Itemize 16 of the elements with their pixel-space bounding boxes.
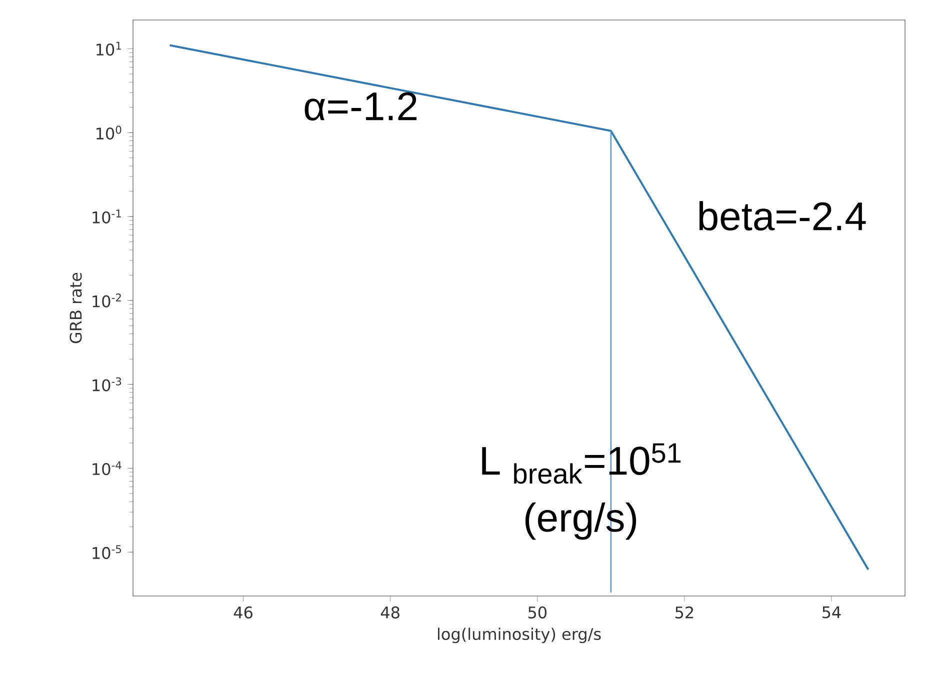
x-tick-label: 50: [528, 606, 546, 618]
x-tick-label: 48: [380, 606, 400, 618]
x-tick-label: 54: [822, 606, 841, 618]
x-axis-title: log(luminosity) erg/s: [438, 628, 601, 644]
y-tick-label: 10$^{-3}$: [92, 377, 122, 392]
y-tick-label: 10$^{-4}$: [92, 461, 122, 476]
x-tick-label: 46: [234, 606, 252, 618]
y-tick-label: 10$^{0}$: [96, 126, 122, 140]
annotation: α=-1.2: [304, 92, 417, 121]
y-tick-label: 10$^{-5}$: [92, 545, 122, 560]
y-tick-label: 10$^{-1}$: [92, 210, 121, 224]
annotation: beta=-2.4: [699, 201, 866, 231]
x-tick-label: 52: [675, 606, 694, 618]
y-axis-title: GRB rate: [70, 272, 82, 344]
y-tick-label: 10$^{-2}$: [92, 293, 121, 308]
y-tick-label: 10$^{1}$: [96, 42, 121, 56]
